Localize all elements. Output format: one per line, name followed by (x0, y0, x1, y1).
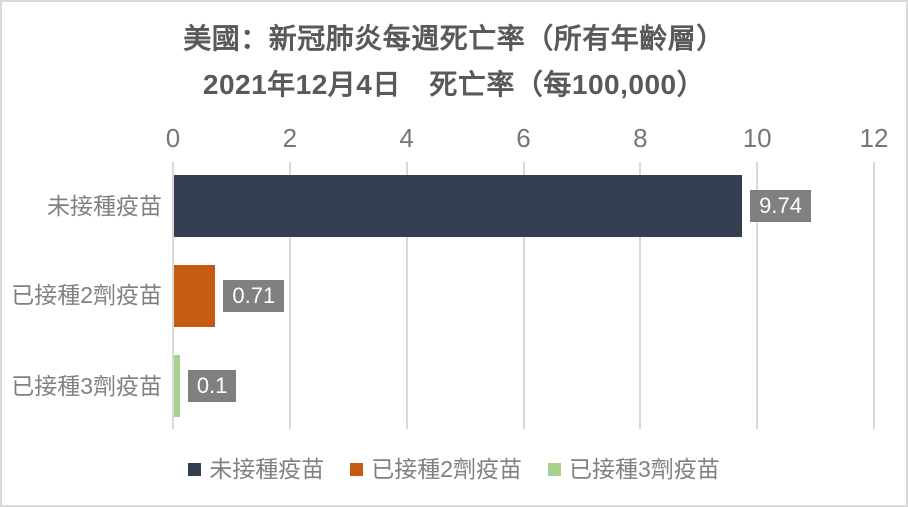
gridline (172, 162, 174, 429)
legend-swatch-3-doses (548, 462, 561, 476)
gridline (756, 162, 759, 429)
bar-2-doses (174, 265, 216, 327)
legend-item-2-doses: 已接種2劑疫苗 (350, 454, 522, 484)
category-label-unvaccinated: 未接種疫苗 (47, 193, 162, 219)
x-axis-tick: 0 (165, 123, 181, 153)
x-axis-tick: 4 (399, 123, 414, 153)
value-label-2-doses: 0.71 (223, 280, 285, 312)
legend-label-2-doses: 已接種2劑疫苗 (371, 456, 522, 482)
x-axis-tick: 12 (859, 123, 889, 153)
gridline (522, 162, 525, 429)
legend-label-unvaccinated: 未接種疫苗 (209, 456, 325, 482)
x-axis-tick: 6 (516, 123, 531, 153)
chart-title: 美國：新冠肺炎每週死亡率（所有年齡層） (183, 23, 725, 54)
bar-3-doses (174, 355, 180, 417)
gridline (288, 162, 291, 429)
legend-swatch-2-doses (350, 462, 364, 476)
gridline (405, 162, 408, 429)
chart-subtitle: 2021年12月4日 死亡率（每100,000） (202, 69, 706, 100)
legend: 未接種疫苗 已接種2劑疫苗 已接種3劑疫苗 (2, 454, 906, 484)
x-axis-tick: 2 (282, 123, 298, 153)
legend-label-3-doses: 已接種3劑疫苗 (569, 456, 720, 482)
value-label-3-doses: 0.1 (187, 370, 237, 402)
bar-row-unvaccinated: 9.74 (174, 175, 874, 237)
bar-row-3-doses: 0.1 (174, 355, 874, 417)
legend-swatch-unvaccinated (188, 462, 202, 476)
value-label-unvaccinated: 9.74 (750, 190, 811, 222)
bar-row-2-doses: 0.71 (174, 265, 874, 327)
x-axis-tick: 8 (633, 123, 648, 153)
gridline (639, 162, 642, 429)
legend-item-unvaccinated: 未接種疫苗 (188, 454, 324, 484)
bar-unvaccinated (174, 175, 743, 237)
plot-area: 0 2 4 6 8 10 12 9.74 0.71 0.1 (166, 123, 888, 429)
legend-item-3-doses: 已接種3劑疫苗 (548, 454, 720, 484)
category-label-2-doses: 已接種2劑疫苗 (11, 282, 162, 308)
gridline (873, 162, 875, 429)
x-axis-tick: 10 (742, 123, 772, 153)
category-label-3-doses: 已接種3劑疫苗 (11, 373, 162, 399)
